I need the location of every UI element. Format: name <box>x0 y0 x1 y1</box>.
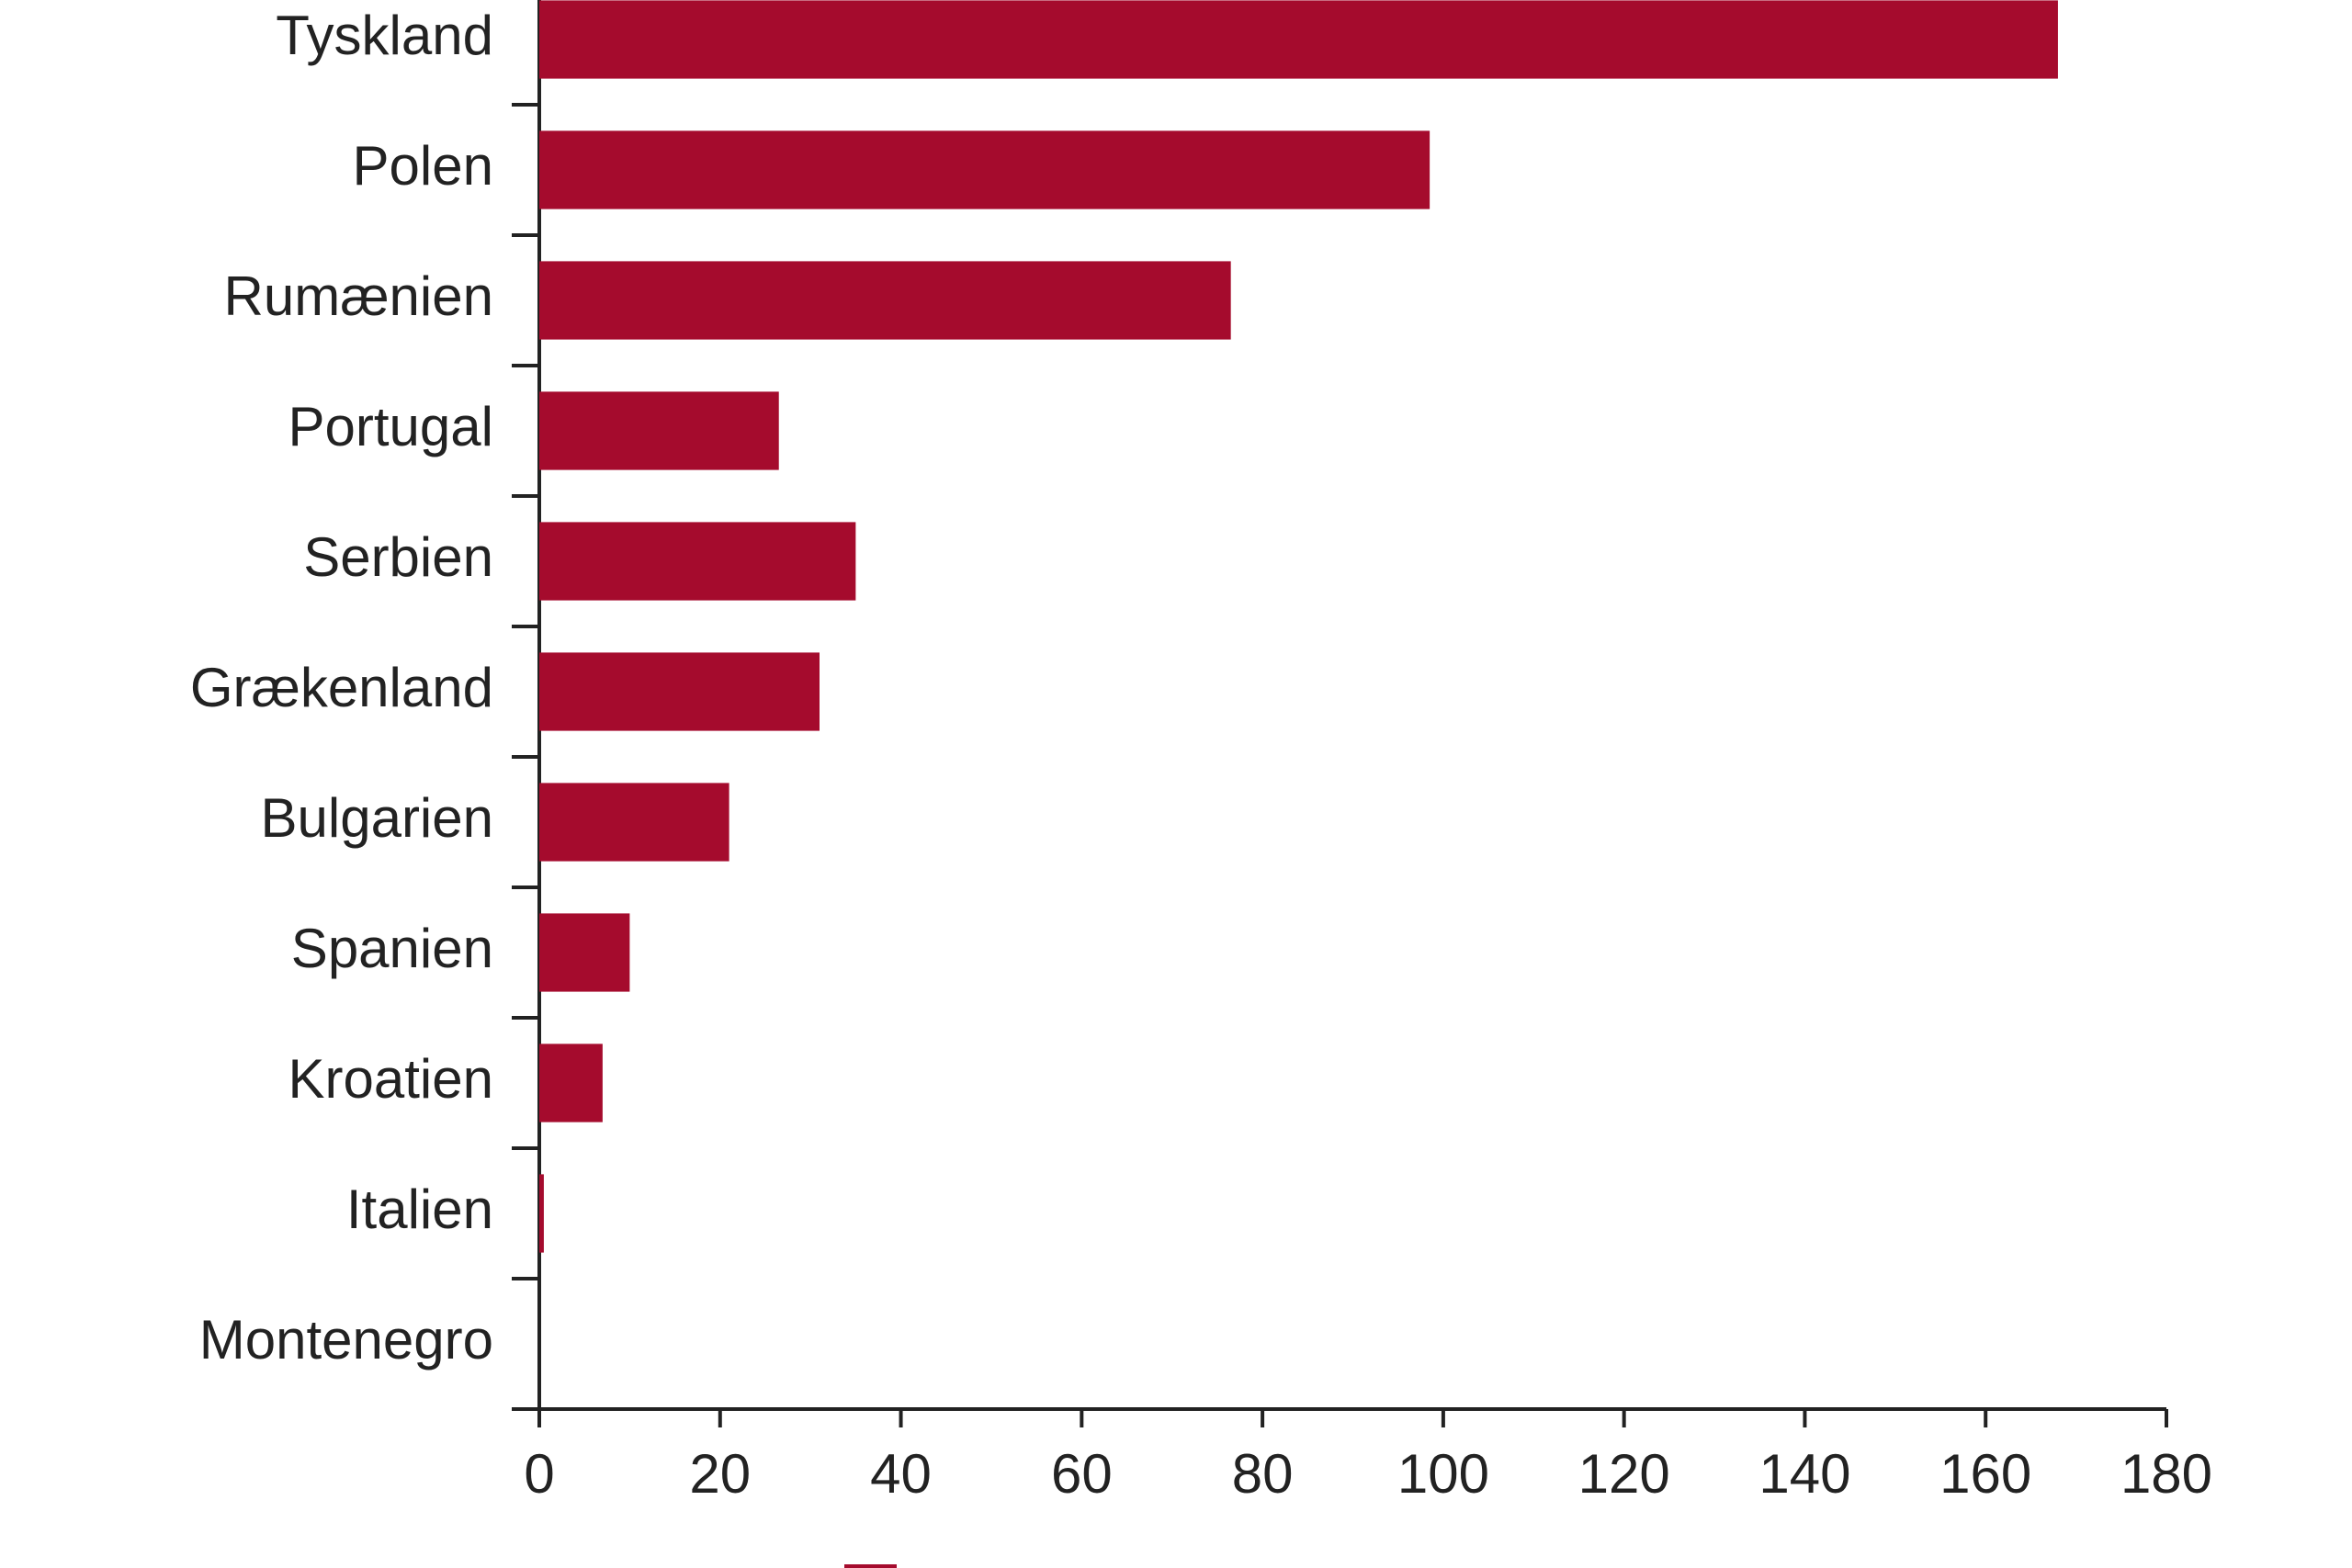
x-tick-label: 180 <box>2120 1443 2212 1505</box>
bar <box>539 522 856 601</box>
x-tick-label: 140 <box>1758 1443 1850 1505</box>
y-tick-label: Grækenland <box>190 657 493 718</box>
bar <box>539 783 729 862</box>
y-tick-label: Italien <box>346 1179 493 1240</box>
x-tick-label: 0 <box>524 1443 554 1505</box>
y-tick-label: Bulgarien <box>260 787 493 849</box>
x-tick-label: 60 <box>1051 1443 1113 1505</box>
x-tick-label: 100 <box>1397 1443 1489 1505</box>
bar <box>539 0 2058 79</box>
y-tick-label: Tyskland <box>276 5 493 66</box>
x-tick-label: 120 <box>1578 1443 1670 1505</box>
bar <box>539 652 820 731</box>
bar <box>539 391 779 470</box>
x-tick-label: 80 <box>1232 1443 1294 1505</box>
bar <box>539 913 630 992</box>
y-tick-label: Kroatien <box>288 1048 493 1110</box>
x-tick-label: 160 <box>1939 1443 2031 1505</box>
y-tick-label: Serbien <box>303 526 493 588</box>
x-tick-label: 20 <box>689 1443 751 1505</box>
y-tick-label: Spanien <box>291 918 493 979</box>
legend-label: Mio. i alt <box>920 1562 1125 1568</box>
x-tick-label: 40 <box>870 1443 932 1505</box>
y-tick-label: Portugal <box>288 396 493 457</box>
legend-swatch <box>844 1564 897 1568</box>
y-tick-label: Rumænien <box>224 265 493 327</box>
bar <box>539 130 1430 209</box>
y-tick-label: Montenegro <box>199 1309 493 1371</box>
bar <box>539 1174 544 1253</box>
y-tick-label: Polen <box>353 135 493 197</box>
bar <box>539 1043 603 1122</box>
bar <box>539 261 1231 340</box>
